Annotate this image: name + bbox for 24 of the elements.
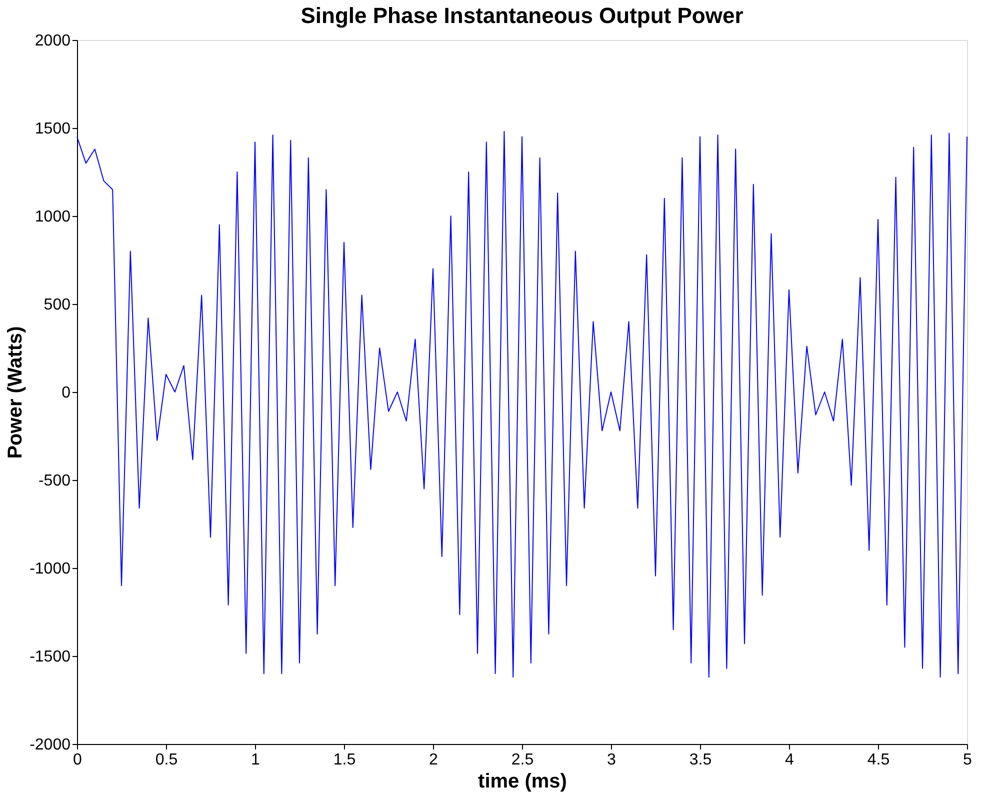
- x-tick-label: 2: [429, 752, 438, 768]
- y-tick-label: 1000: [34, 208, 71, 226]
- y-tick-label: -1000: [30, 560, 71, 578]
- x-tick-label: 4.5: [867, 752, 890, 768]
- x-tick-label: 0.5: [155, 752, 178, 768]
- y-tick-label: 1500: [34, 120, 71, 138]
- chart-title: Single Phase Instantaneous Output Power: [300, 3, 744, 28]
- x-tick-label: 0: [73, 752, 82, 768]
- x-tick-label: 3: [607, 752, 616, 768]
- x-tick-label: 3.5: [689, 752, 712, 768]
- y-tick-label: -2000: [30, 736, 71, 754]
- x-tick-label: 2.5: [511, 752, 534, 768]
- x-tick-label: 1.5: [333, 752, 356, 768]
- x-tick-label: 4: [785, 752, 794, 768]
- y-tick-label: 2000: [34, 32, 71, 50]
- x-axis-title: time (ms): [478, 770, 567, 792]
- y-tick-label: -500: [38, 472, 71, 490]
- y-tick-label: -1500: [30, 648, 71, 666]
- x-tick-label: 1: [251, 752, 260, 768]
- y-axis-title: Power (Watts): [4, 326, 27, 459]
- line-series: [76, 131, 968, 678]
- x-tick-label: 5: [963, 752, 972, 768]
- y-tick-label: 500: [44, 296, 71, 314]
- y-tick-label: 0: [62, 384, 71, 402]
